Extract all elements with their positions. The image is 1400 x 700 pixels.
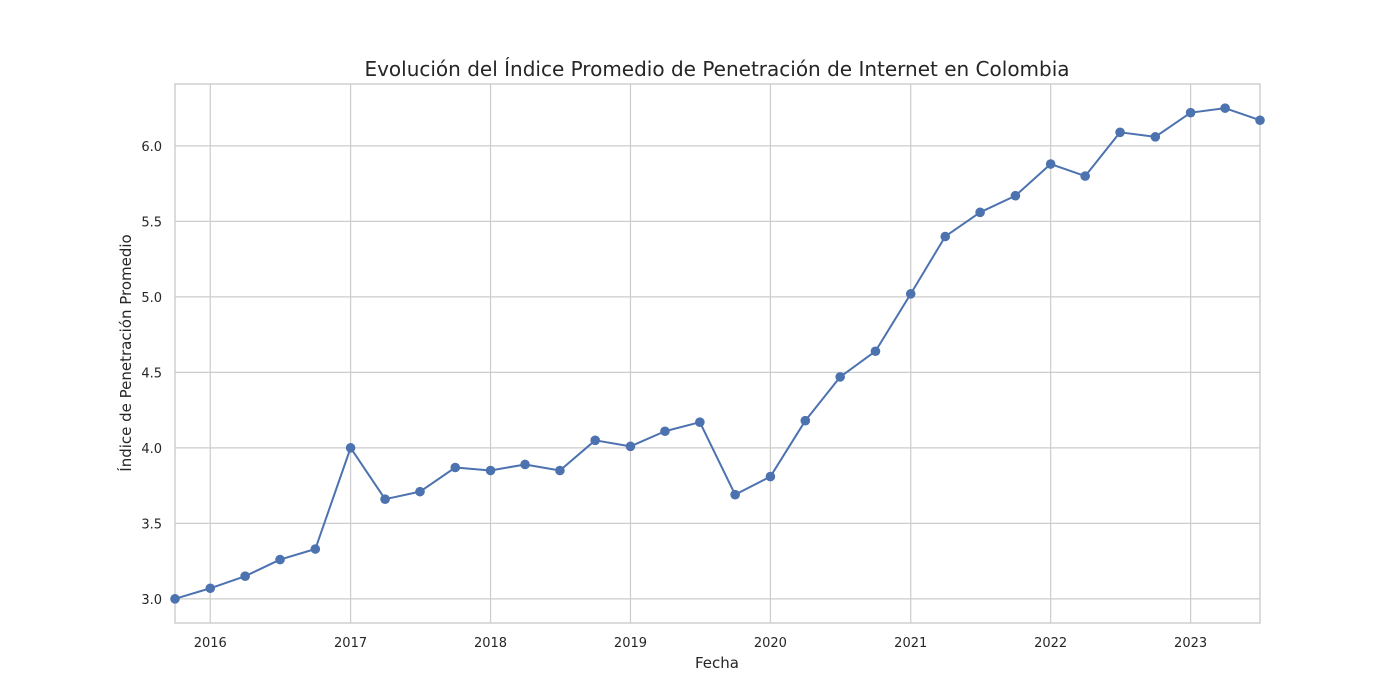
x-tick-label: 2018: [474, 636, 507, 651]
data-point: [380, 494, 390, 505]
data-point: [205, 583, 216, 594]
data-point: [660, 426, 670, 437]
x-tick-label: 2021: [894, 636, 927, 651]
data-point: [485, 465, 496, 476]
data-point: [275, 554, 285, 565]
data-point: [1080, 171, 1090, 181]
data-point: [170, 594, 180, 604]
data-point: [1115, 127, 1125, 138]
data-point: [1045, 159, 1056, 169]
y-tick-label: 5.5: [141, 215, 162, 230]
x-tick-label: 2017: [334, 636, 367, 651]
x-tick-label: 2019: [614, 636, 647, 651]
plot-frame: [174, 83, 1261, 624]
y-tick-label: 6.0: [141, 140, 162, 155]
data-point: [1185, 107, 1196, 118]
data-point: [765, 471, 776, 482]
data-point: [870, 346, 881, 357]
data-point: [1010, 190, 1021, 201]
y-tick-labels: 3.0 3.5 4.0 4.5 5.0 5.5 6.0: [141, 140, 162, 608]
x-gridlines: [209, 84, 1192, 623]
x-tick-label: 2016: [194, 636, 227, 651]
data-point: [975, 207, 985, 218]
data-point: [1150, 132, 1161, 142]
y-gridlines: [175, 145, 1260, 600]
data-point: [310, 544, 321, 554]
data-point: [450, 462, 461, 473]
data-point: [835, 372, 845, 382]
data-point: [800, 415, 811, 426]
data-point: [730, 489, 740, 500]
y-axis-label: Índice de Penetración Promedio: [116, 234, 135, 471]
y-tick-label: 4.5: [141, 366, 162, 381]
data-point: [1255, 115, 1265, 126]
y-tick-label: 5.0: [141, 291, 162, 306]
x-tick-label: 2022: [1034, 636, 1067, 651]
x-axis-label: Fecha: [695, 654, 739, 672]
data-point: [905, 289, 916, 299]
data-point: [520, 459, 530, 470]
x-tick-label: 2020: [754, 636, 787, 651]
y-tick-label: 3.5: [141, 517, 162, 532]
chart-title: Evolución del Índice Promedio de Penetra…: [364, 57, 1069, 81]
y-tick-label: 4.0: [141, 442, 162, 457]
data-point: [415, 486, 425, 497]
data-point: [940, 231, 951, 242]
series-line: [174, 107, 1261, 600]
data-point: [240, 571, 250, 581]
y-tick-label: 3.0: [141, 593, 162, 608]
data-point: [345, 443, 356, 453]
x-tick-label: 2023: [1174, 636, 1207, 651]
data-point: [1220, 103, 1230, 113]
series-layer: [170, 103, 1265, 604]
data-point: [555, 465, 565, 476]
data-point: [625, 441, 636, 452]
data-point: [590, 435, 600, 446]
data-point: [695, 417, 705, 428]
x-tick-labels: 2016 2017 2018 2019 2020 2021 2022 2023: [194, 636, 1207, 651]
